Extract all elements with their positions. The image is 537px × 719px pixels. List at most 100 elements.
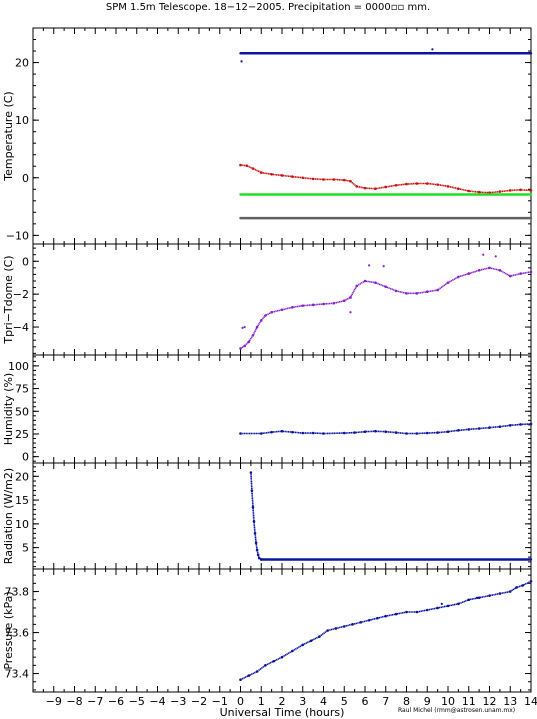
- data-point: [249, 471, 253, 474]
- x-tick-label: 13: [503, 695, 517, 708]
- data-point: [405, 292, 408, 295]
- data-point: [255, 325, 259, 329]
- data-point: [415, 432, 419, 435]
- data-point: [529, 580, 533, 583]
- x-tick-label: −1: [212, 695, 228, 708]
- y-tick-label: 20: [15, 470, 29, 483]
- data-point: [332, 178, 336, 181]
- data-point: [239, 678, 242, 681]
- data-point: [272, 659, 276, 663]
- outlier-point: [475, 596, 479, 599]
- data-point: [247, 674, 251, 677]
- data-point: [311, 431, 315, 435]
- y-tick-label: −4: [13, 321, 29, 334]
- x-tick-label: −4: [149, 695, 165, 708]
- x-tick-label: −5: [129, 695, 145, 708]
- data-point: [488, 594, 491, 597]
- data-point: [291, 306, 294, 309]
- data-point: [363, 186, 367, 190]
- data-point: [239, 52, 242, 55]
- series-1: [239, 52, 533, 55]
- data-point: [519, 423, 522, 426]
- data-point: [405, 182, 408, 186]
- x-tick-label: −6: [108, 695, 124, 708]
- data-point: [367, 618, 371, 622]
- y-tick-label: 0: [22, 451, 29, 464]
- outlier-point: [440, 602, 443, 605]
- panel-frame: [32, 243, 532, 356]
- data-point: [355, 185, 359, 188]
- y-axis-label: Temperature (C): [2, 91, 15, 181]
- y-tick-label: −10: [6, 229, 29, 242]
- data-point: [498, 592, 502, 595]
- x-axis-label: Universal Time (hours): [220, 706, 345, 719]
- data-point: [270, 173, 273, 176]
- y-tick-label: 10: [15, 114, 29, 127]
- data-point: [529, 558, 533, 561]
- data-point: [322, 178, 325, 181]
- data-point: [457, 275, 460, 279]
- data-point: [351, 623, 354, 626]
- chart-panels: −10 0 10 20 Temperature (C) −4 −2 0 Tpri−Tdome (…: [2, 27, 533, 693]
- panel-frame: [32, 27, 532, 245]
- series-1: [239, 422, 533, 435]
- data-point: [384, 285, 388, 289]
- data-point: [239, 163, 242, 167]
- data-point: [239, 193, 242, 196]
- outlier-point: [431, 48, 434, 51]
- outlier-point: [240, 60, 243, 63]
- x-tick-label: −3: [170, 695, 186, 708]
- data-point: [529, 193, 533, 196]
- data-point: [425, 290, 429, 293]
- x-tick-label: 2: [279, 695, 286, 708]
- data-point: [508, 590, 512, 593]
- data-point: [436, 431, 439, 434]
- data-point: [457, 429, 460, 432]
- data-point: [374, 429, 377, 433]
- credit-text: Raul Michel (rmm@astrosen.unam.mx): [398, 707, 515, 714]
- y-tick-label: 25: [15, 428, 29, 441]
- y-tick-label: 15: [15, 494, 29, 507]
- data-point: [415, 610, 419, 614]
- data-point: [349, 179, 352, 183]
- series-3: [239, 193, 533, 196]
- x-tick-label: 0: [237, 695, 244, 708]
- data-point: [446, 185, 450, 188]
- x-tick-label: 11: [462, 695, 476, 708]
- x-tick-label: 14: [524, 695, 537, 708]
- data-point: [376, 616, 379, 620]
- data-point: [259, 319, 263, 322]
- y-tick-label: 73.8: [5, 586, 30, 599]
- x-tick-label: 7: [382, 695, 389, 708]
- data-point: [342, 625, 346, 628]
- data-point: [239, 347, 242, 350]
- outlier-point: [482, 253, 485, 256]
- data-point: [251, 333, 255, 337]
- data-point: [394, 289, 398, 293]
- y-tick-label: 10: [15, 518, 29, 531]
- data-point: [322, 302, 325, 306]
- x-tick-label: −9: [46, 695, 62, 708]
- data-point: [394, 431, 398, 434]
- data-point: [467, 272, 471, 275]
- data-point: [425, 608, 429, 612]
- y-tick-label: 100: [8, 360, 29, 373]
- x-tick-label: −8: [66, 695, 82, 708]
- x-tick-label: −7: [87, 695, 103, 708]
- data-point: [374, 187, 377, 191]
- data-point: [363, 279, 367, 283]
- data-point: [394, 183, 398, 187]
- series-trace: [250, 472, 262, 561]
- data-point: [243, 344, 246, 348]
- data-point: [239, 216, 242, 220]
- data-point: [529, 270, 533, 274]
- data-point: [515, 586, 518, 589]
- outlier-point: [243, 325, 246, 329]
- x-tick-label: 1: [258, 695, 265, 708]
- data-point: [301, 304, 305, 307]
- data-point: [521, 584, 524, 587]
- data-point: [529, 52, 533, 55]
- data-point: [467, 598, 471, 602]
- data-point: [291, 175, 294, 178]
